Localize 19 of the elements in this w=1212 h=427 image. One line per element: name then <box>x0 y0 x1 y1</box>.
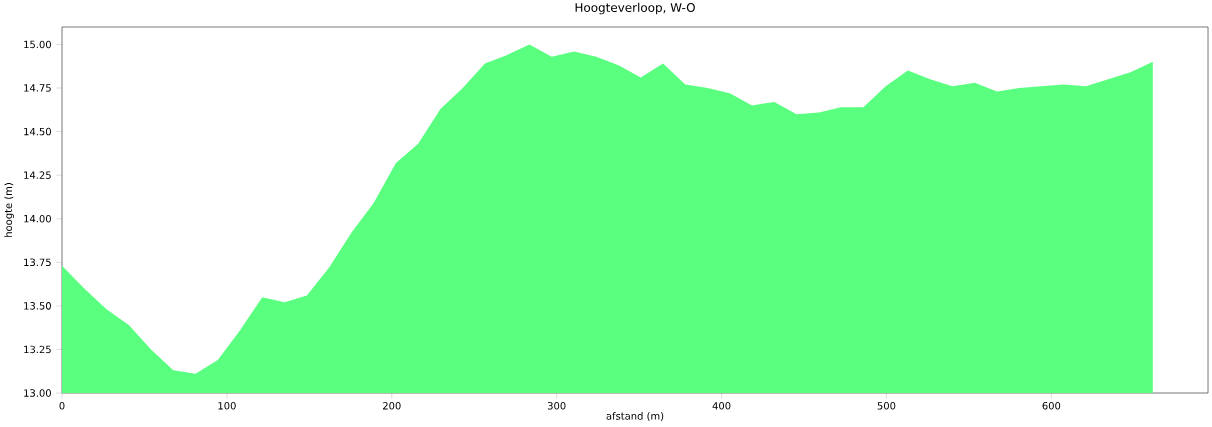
x-tick-label: 300 <box>547 402 566 410</box>
y-tick-label: 13.00 <box>24 389 51 397</box>
y-tick-label: 13.75 <box>24 258 51 267</box>
chart-title: Hoogteverloop, W-O <box>575 2 695 15</box>
y-tick-label: 13.25 <box>24 345 51 354</box>
x-tick-label: 500 <box>877 402 896 410</box>
x-tick-label: 400 <box>712 402 731 410</box>
y-tick-label: 14.25 <box>24 171 51 179</box>
x-tick-label: 600 <box>1042 402 1061 410</box>
y-tick-label: 13.50 <box>24 302 51 310</box>
y-axis-title: hoogte (m) <box>4 183 14 237</box>
x-tick-label: 100 <box>218 402 236 410</box>
x-tick-label: 200 <box>383 402 401 410</box>
y-tick-label: 14.75 <box>24 84 51 92</box>
y-tick-label: 15.00 <box>24 40 51 49</box>
y-tick-label: 14.00 <box>24 214 51 223</box>
x-tick-label: 0 <box>59 402 65 410</box>
y-tick-label: 14.50 <box>24 127 51 136</box>
x-axis-title: afstand (m) <box>606 412 664 421</box>
